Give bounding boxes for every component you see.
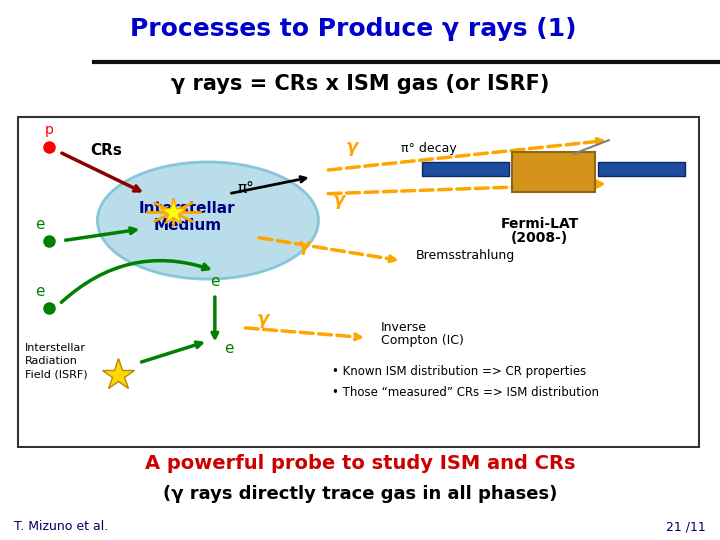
Text: γ: γ bbox=[298, 237, 310, 255]
FancyBboxPatch shape bbox=[512, 152, 595, 192]
Text: CRs: CRs bbox=[91, 143, 122, 158]
Text: Field (ISRF): Field (ISRF) bbox=[24, 369, 87, 380]
Text: γ rays = CRs x ISM gas (or ISRF): γ rays = CRs x ISM gas (or ISRF) bbox=[171, 73, 549, 94]
Text: e: e bbox=[35, 284, 45, 299]
Text: Fermi-LAT: Fermi-LAT bbox=[500, 217, 579, 231]
Text: Interstellar: Interstellar bbox=[24, 343, 86, 353]
Text: (γ rays directly trace gas in all phases): (γ rays directly trace gas in all phases… bbox=[163, 485, 557, 503]
Text: γ: γ bbox=[256, 310, 269, 328]
FancyBboxPatch shape bbox=[598, 163, 685, 177]
Text: γ: γ bbox=[346, 138, 359, 156]
Ellipse shape bbox=[97, 162, 318, 279]
Text: Inverse: Inverse bbox=[381, 321, 427, 334]
Text: π° decay: π° decay bbox=[402, 142, 457, 155]
Text: (2008-): (2008-) bbox=[511, 231, 568, 245]
Text: Processes to Produce γ rays (1): Processes to Produce γ rays (1) bbox=[130, 17, 576, 41]
Text: • Known ISM distribution => CR properties: • Known ISM distribution => CR propertie… bbox=[333, 364, 587, 377]
Text: 21 /11: 21 /11 bbox=[666, 520, 706, 533]
Text: p: p bbox=[45, 123, 53, 137]
Text: Bremsstrahlung: Bremsstrahlung bbox=[415, 249, 515, 262]
Text: γ: γ bbox=[333, 192, 345, 210]
Text: π°: π° bbox=[238, 181, 254, 196]
Text: e: e bbox=[210, 274, 220, 289]
Text: Compton (IC): Compton (IC) bbox=[381, 334, 464, 347]
Text: • Those “measured” CRs => ISM distribution: • Those “measured” CRs => ISM distributi… bbox=[333, 387, 599, 400]
Text: Radiation: Radiation bbox=[24, 356, 78, 366]
Text: e: e bbox=[35, 217, 45, 232]
Text: e: e bbox=[224, 341, 233, 356]
Text: T. Mizuno et al.: T. Mizuno et al. bbox=[14, 520, 109, 533]
FancyBboxPatch shape bbox=[18, 117, 698, 447]
FancyBboxPatch shape bbox=[422, 163, 508, 177]
Text: Interstellar
Medium: Interstellar Medium bbox=[139, 201, 235, 233]
Text: A powerful probe to study ISM and CRs: A powerful probe to study ISM and CRs bbox=[145, 455, 575, 474]
